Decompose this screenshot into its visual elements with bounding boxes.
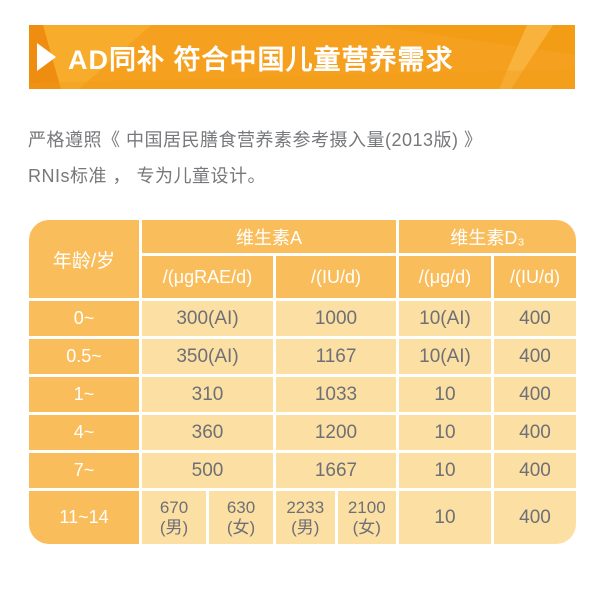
vitamin-d3-group-header: 维生素D₃	[399, 220, 576, 253]
age-cell: 0.5~	[29, 339, 139, 374]
value-cell: 350(AI)	[142, 339, 273, 374]
nutrition-table: 年龄/岁 维生素A 维生素D₃ /(μgRAE/d) /(IU/d) /(μg/…	[29, 220, 576, 544]
value-cell: 10(AI)	[399, 301, 491, 336]
gender-label: (男)	[159, 517, 189, 537]
value-cell: 400	[494, 453, 576, 488]
banner-title: AD同补 符合中国儿童营养需求	[68, 44, 454, 75]
intro-text: 严格遵照《 中国居民膳食营养素参考摄入量(2013版) 》 RNIs标准 ， 专…	[28, 122, 580, 194]
age-column-header: 年龄/岁	[29, 220, 139, 298]
age-cell: 0~	[29, 301, 139, 336]
value-cell: 310	[142, 377, 273, 412]
value-cell: 10	[399, 491, 491, 544]
vitamin-a-group-header: 维生素A	[142, 220, 396, 253]
intro-line-1: 严格遵照《 中国居民膳食营养素参考摄入量(2013版) 》	[28, 130, 483, 150]
value-cell: 10	[399, 377, 491, 412]
age-cell: 1~	[29, 377, 139, 412]
value-cell: 1033	[276, 377, 396, 412]
value-cell: 1200	[276, 415, 396, 450]
gender-label: (男)	[291, 517, 320, 537]
unit-header-d-ug: /(μg/d)	[399, 256, 491, 298]
age-cell: 7~	[29, 453, 139, 488]
unit-header-a-iu: /(IU/d)	[276, 256, 396, 298]
value-cell: 1167	[276, 339, 396, 374]
value-cell: 1667	[276, 453, 396, 488]
value: 2233	[286, 497, 325, 517]
age-cell: 11~14	[29, 491, 139, 544]
value-cell: 10	[399, 453, 491, 488]
value-cell: 10(AI)	[399, 339, 491, 374]
value: 2100	[347, 497, 386, 517]
value-cell: 500	[142, 453, 273, 488]
gender-label: (女)	[226, 517, 256, 537]
value-cell: 300(AI)	[142, 301, 273, 336]
value-cell: 360	[142, 415, 273, 450]
intro-line-2: RNIs标准 ， 专为儿童设计。	[28, 166, 266, 186]
value-cell: 400	[494, 339, 576, 374]
value: 670	[159, 497, 189, 517]
value-cell-female: 2100 (女)	[337, 491, 396, 544]
value-cell-female: 630 (女)	[209, 491, 273, 544]
unit-header-d-iu: /(IU/d)	[494, 256, 576, 298]
split-cell-a-iu: 2233 (男) 2100 (女)	[276, 491, 396, 544]
value-cell-male: 670 (男)	[142, 491, 206, 544]
age-cell: 4~	[29, 415, 139, 450]
banner-facet-background	[29, 25, 575, 89]
value: 630	[226, 497, 256, 517]
value-cell: 400	[494, 377, 576, 412]
value-cell: 1000	[276, 301, 396, 336]
unit-header-a-rae: /(μgRAE/d)	[142, 256, 273, 298]
value-cell: 400	[494, 491, 576, 544]
value-cell-male: 2233 (男)	[276, 491, 335, 544]
value-cell: 400	[494, 415, 576, 450]
play-triangle-icon	[37, 43, 56, 71]
value-cell: 400	[494, 301, 576, 336]
gender-label: (女)	[352, 517, 381, 537]
split-cell-a-rae: 670 (男) 630 (女)	[142, 491, 273, 544]
banner: AD同补 符合中国儿童营养需求	[29, 25, 575, 89]
value-cell: 10	[399, 415, 491, 450]
